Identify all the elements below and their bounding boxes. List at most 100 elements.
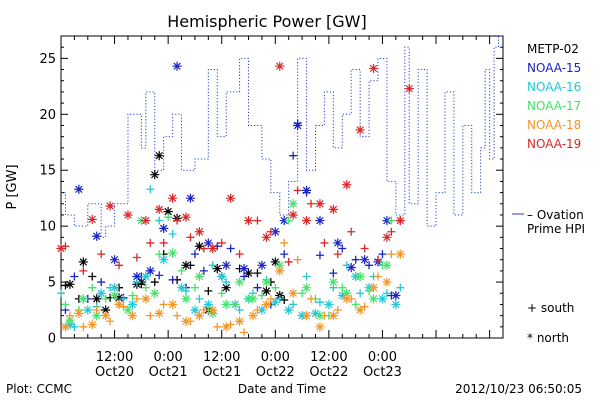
point-south	[387, 227, 396, 236]
point-north	[194, 241, 205, 251]
point-north	[168, 299, 178, 310]
legend-entry: NOAA-19	[527, 137, 581, 151]
point-north	[261, 277, 271, 287]
point-south	[356, 289, 365, 298]
point-north	[74, 184, 84, 194]
point-south	[315, 251, 324, 260]
point-north	[141, 215, 151, 226]
y-axis-label: P [GW]	[5, 164, 20, 209]
point-north	[154, 204, 164, 214]
point-south	[240, 272, 249, 281]
chart-title: Hemispheric Power [GW]	[167, 12, 366, 31]
point-north	[176, 283, 187, 293]
point-north	[87, 319, 97, 330]
point-south	[257, 291, 266, 300]
point-south	[271, 283, 280, 292]
x-tick-label-time: 12:00	[310, 350, 347, 365]
point-north	[391, 290, 401, 301]
point-north	[342, 294, 352, 304]
point-north	[181, 212, 191, 222]
point-north	[301, 311, 312, 321]
point-north	[127, 299, 138, 310]
point-south	[235, 250, 244, 259]
x-tick-label-time: 12:00	[96, 350, 133, 365]
ovation-legend-line2: Prime HPI	[527, 222, 585, 236]
point-south	[213, 322, 222, 331]
point-south	[222, 278, 231, 287]
point-south	[146, 238, 155, 247]
point-north	[279, 215, 289, 226]
point-south	[199, 266, 208, 275]
point-south	[315, 298, 324, 307]
point-north	[382, 232, 392, 242]
y-tick-label: 20	[39, 108, 56, 123]
point-south	[79, 322, 88, 331]
point-north	[342, 288, 352, 298]
point-south	[280, 238, 289, 247]
y-tick-label: 0	[48, 332, 56, 347]
point-north	[234, 277, 245, 287]
point-north	[301, 283, 312, 293]
point-north	[181, 294, 191, 304]
point-north	[114, 293, 124, 303]
point-south	[97, 278, 106, 287]
x-tick-label-time: 0:00	[154, 350, 183, 365]
point-north	[221, 299, 231, 310]
point-south	[217, 238, 226, 247]
point-south	[217, 289, 226, 298]
point-north	[208, 243, 218, 254]
point-south	[307, 199, 316, 208]
point-north	[132, 271, 142, 282]
point-south	[204, 287, 213, 296]
point-north	[172, 61, 182, 71]
point-south	[231, 300, 240, 309]
legend-entry: NOAA-16	[527, 80, 581, 94]
point-south	[396, 283, 405, 292]
point-north	[221, 283, 231, 293]
point-north	[395, 249, 405, 259]
point-north	[141, 294, 151, 304]
point-south	[253, 283, 262, 292]
point-north	[315, 322, 325, 332]
point-north	[181, 260, 191, 270]
point-north	[127, 311, 138, 321]
point-north	[243, 268, 254, 278]
y-tick-label: 15	[39, 164, 56, 179]
point-north	[234, 316, 245, 326]
point-south	[65, 311, 74, 320]
point-north	[123, 210, 133, 220]
point-south	[338, 283, 347, 292]
point-north	[368, 63, 379, 74]
point-north	[257, 305, 267, 315]
point-south	[199, 244, 208, 253]
point-north	[346, 262, 356, 273]
point-south	[199, 306, 208, 315]
point-south	[146, 185, 155, 194]
y-tick-label: 25	[39, 52, 56, 67]
point-south	[173, 311, 182, 320]
point-south	[351, 300, 360, 309]
point-north	[293, 120, 303, 131]
point-north	[203, 299, 213, 310]
point-south	[182, 287, 191, 296]
point-north	[109, 290, 120, 301]
point-south	[284, 216, 293, 225]
point-south	[253, 216, 262, 225]
point-south	[132, 253, 141, 262]
point-north	[270, 227, 280, 237]
y-tick-label: 5	[48, 276, 56, 291]
point-north	[154, 308, 164, 318]
footer-timestamp: 2012/10/23 06:50:05	[455, 382, 582, 396]
point-north	[368, 283, 379, 293]
point-north	[168, 248, 178, 258]
point-north	[301, 185, 312, 195]
point-north	[194, 227, 205, 237]
point-north	[382, 260, 392, 270]
point-north	[355, 125, 365, 135]
point-south	[155, 250, 164, 259]
point-north	[150, 288, 160, 298]
point-north	[275, 61, 285, 71]
point-south	[293, 255, 302, 264]
point-north	[159, 255, 169, 265]
point-north	[145, 266, 155, 276]
